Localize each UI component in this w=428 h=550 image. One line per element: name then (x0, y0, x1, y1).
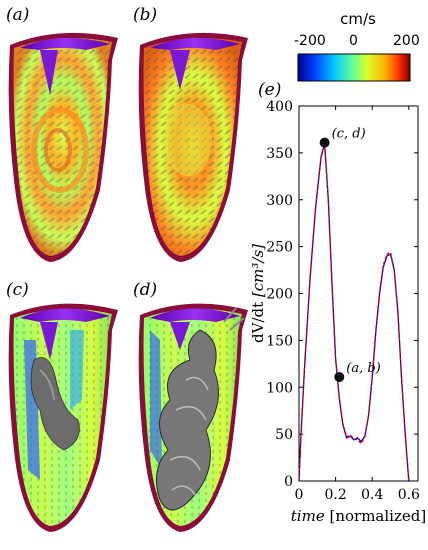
series-line-1 (298, 142, 410, 482)
marker-label: (a, b) (346, 361, 380, 376)
y-tick-label: 200 (266, 287, 293, 303)
panel-label-a: (a) (6, 5, 30, 25)
colorbar-title: cm/s (340, 10, 376, 28)
plot-frame (298, 105, 419, 482)
panel-label-b: (b) (133, 5, 158, 25)
colorbar-tick-min: -200 (294, 33, 326, 49)
panel-d-ventricle (138, 303, 248, 532)
x-tick-label: 0.6 (398, 487, 420, 503)
y-tick-label: 300 (266, 193, 293, 209)
panel-b-ventricle (138, 32, 248, 263)
y-axis-label: dV/dt [cm³/s] (249, 244, 267, 343)
y-tick-label: 350 (266, 146, 293, 162)
x-tick-label: 0 (295, 487, 304, 503)
chart-e: 0 50 100 150 200 250 300 350 400 0 0.2 0.4 0.6 (c, d)… (249, 99, 426, 525)
x-tick-label: 0.2 (324, 487, 346, 503)
y-tick-label: 0 (284, 474, 293, 490)
marker-point (319, 137, 330, 148)
colorbar-gradient (297, 53, 411, 82)
series-line-0 (298, 143, 410, 482)
panel-label-e: (e) (258, 80, 282, 100)
panel-label-c: (c) (6, 280, 29, 300)
x-axis-label: time [normalized] (291, 507, 426, 525)
panel-label-d: (d) (133, 280, 158, 300)
colorbar-tick-max: 200 (393, 33, 420, 49)
panel-c-ventricle (8, 303, 119, 532)
y-tick-label: 150 (266, 333, 293, 349)
y-tick-label: 50 (275, 427, 293, 443)
y-tick-label: 100 (266, 380, 293, 396)
marker-label: (c, d) (332, 127, 366, 142)
y-tick-label: 250 (266, 240, 293, 256)
panel-a-ventricle (8, 32, 119, 263)
x-tick-label: 0.4 (361, 487, 383, 503)
colorbar-tick-mid: 0 (349, 33, 358, 49)
y-tick-label: 400 (266, 99, 293, 115)
colorbar (297, 53, 411, 82)
marker-point (334, 371, 345, 382)
